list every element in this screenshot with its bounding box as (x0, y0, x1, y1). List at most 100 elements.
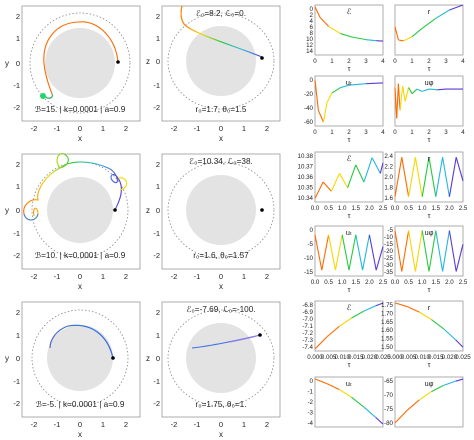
panel-ut1: uₜ 0 1 2 3 4 τ 0 -20 -40 -60 (304, 75, 385, 144)
x-tick: 1.0 (338, 205, 347, 212)
series-segment (394, 302, 408, 308)
x-axis-label: x (219, 430, 223, 439)
series-segment (363, 406, 377, 418)
x-tick: 1 (330, 129, 334, 136)
x-tick: 2 (427, 58, 431, 65)
x-tick: -2 (31, 272, 38, 281)
panel-title: uₜ (346, 228, 352, 237)
y-tick: -3 (307, 410, 313, 417)
y-tick: 10.38 (298, 153, 314, 160)
y-tick: -2 (13, 399, 20, 408)
x-tick: 0 (78, 124, 82, 133)
series-segment (394, 157, 403, 197)
series-segment (435, 9, 450, 19)
orbit-xz-caption: r₀=1.75, θ₀=1. (196, 400, 247, 409)
x-tick: 0.0 (311, 279, 320, 286)
orbit-xy-panel-3: ℬ=-5. | k=0.0001 | a=0.9 2 1 0 -1 -2 y -… (5, 301, 141, 439)
y-tick: 0 (16, 206, 20, 215)
y-tick: 1 (156, 331, 160, 340)
y-tick: 2.4 (384, 153, 393, 160)
y-tick: -1 (153, 81, 160, 90)
y-tick: 6 (310, 24, 314, 31)
series-segment (455, 378, 464, 382)
y-tick: -65 (384, 378, 394, 385)
series-segment (431, 319, 444, 330)
series-segment (442, 157, 450, 197)
x-tick: -2 (171, 272, 178, 281)
row-2: ℬ=10. | k=0.0001 | a=0.9 2 1 0 -1 -2 y -… (5, 153, 281, 291)
series-segment (421, 17, 437, 29)
x-tick: 3 (364, 58, 368, 65)
series-segment (314, 6, 321, 18)
series-segment (406, 306, 420, 313)
y-tick: 4 (310, 18, 314, 25)
x-axis-label: x (78, 282, 82, 291)
y-tick: 2 (156, 160, 160, 169)
series-segment (399, 85, 404, 111)
panel-ut3: uₜ 0 -1 -2 -3 -4 (307, 376, 384, 428)
panel-title: r (428, 154, 431, 163)
x-axis-label: τ (348, 213, 351, 220)
plot-frame (314, 151, 384, 203)
series-segment (319, 17, 329, 27)
series-segment (421, 157, 430, 197)
series-segment (449, 4, 464, 11)
series-segment (431, 384, 444, 393)
series-segment (352, 36, 367, 41)
series-segment (314, 181, 324, 199)
series-segment (341, 234, 350, 271)
series-segment (421, 230, 430, 272)
panel-title: r (428, 303, 431, 312)
x-tick: 4 (461, 58, 465, 65)
panel-title: uφ (424, 379, 433, 388)
series-segment (379, 162, 384, 174)
x-tick: -1 (194, 124, 201, 133)
y-tick: -40 (304, 105, 314, 112)
series-segment (348, 83, 367, 86)
series-segment (397, 83, 401, 111)
y-axis-label: y (5, 206, 9, 215)
y-tick: -35 (384, 269, 394, 276)
y-tick: -2 (153, 399, 160, 408)
x-tick: -2 (171, 420, 178, 429)
orbit-xy-caption: ℬ=10. | k=0.0001 | a=0.9 (35, 251, 126, 260)
series-segment (334, 234, 343, 271)
series-segment (355, 234, 364, 271)
x-tick: 4 (461, 129, 465, 136)
series-segment (322, 102, 328, 123)
series-segment (340, 84, 350, 89)
x-tick: -1 (54, 124, 61, 133)
y-axis-label: z (146, 354, 150, 363)
y-tick: -80 (384, 420, 394, 427)
x-tick: 0 (393, 129, 397, 136)
plot-frame (314, 225, 384, 277)
x-tick: 1.0 (338, 279, 347, 286)
ergosphere-circle (31, 161, 129, 259)
x-tick: 3 (364, 129, 368, 136)
y-axis-label: y (5, 354, 9, 363)
y-tick: 2 (310, 12, 314, 19)
x-tick: 0 (219, 124, 223, 133)
y-tick: -1 (153, 377, 160, 386)
x-tick: 2 (265, 420, 269, 429)
x-tick: 0.020 (442, 354, 458, 361)
y-tick: 0 (156, 206, 160, 215)
x-tick: -2 (171, 124, 178, 133)
y-tick: 10.36 (298, 174, 314, 181)
series-segment (404, 87, 410, 102)
x-tick: -1 (194, 272, 201, 281)
series-segment (442, 230, 450, 272)
x-tick: 2.5 (379, 279, 388, 286)
x-tick: 0 (393, 58, 397, 65)
plot-frame (314, 4, 384, 56)
series-segment (408, 157, 416, 197)
series-segment (355, 164, 365, 183)
x-tick: 0.005 (401, 354, 417, 361)
series-segment (371, 157, 381, 174)
x-tick: 0 (219, 272, 223, 281)
x-axis-label: τ (348, 362, 351, 369)
panel-title: uφ (424, 78, 433, 87)
